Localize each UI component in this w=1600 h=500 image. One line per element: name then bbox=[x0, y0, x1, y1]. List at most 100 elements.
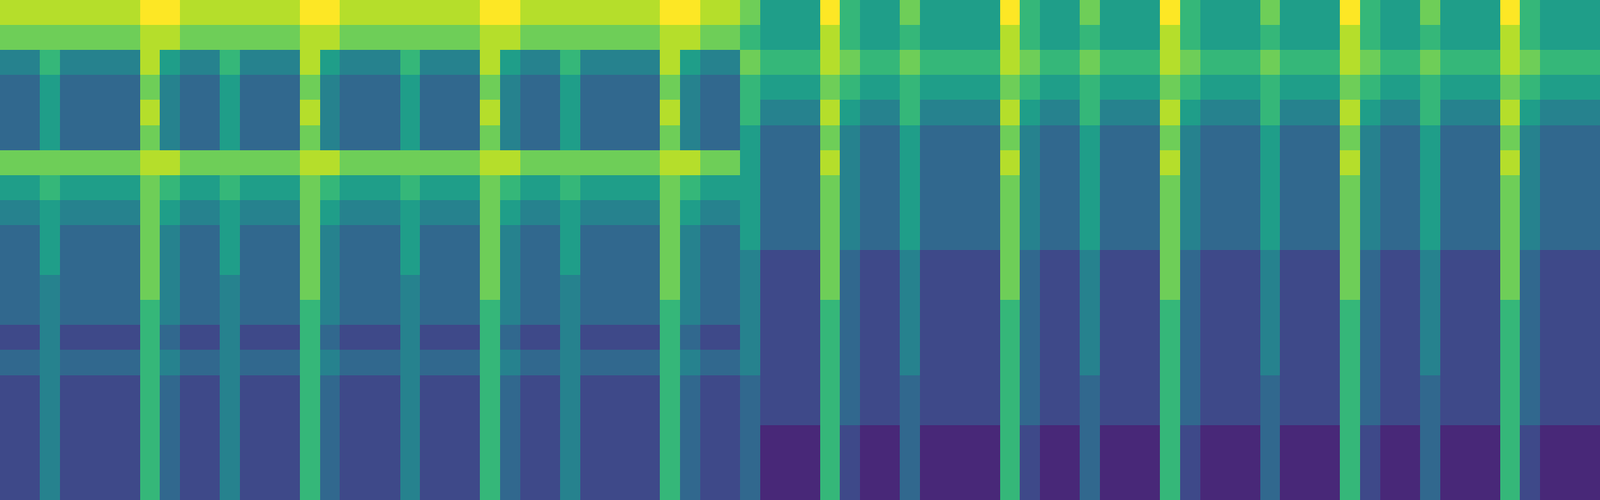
heatmap-cell bbox=[620, 24, 641, 51]
heatmap-cell bbox=[1519, 400, 1541, 426]
heatmap-cell bbox=[839, 175, 860, 201]
heatmap-cell bbox=[1019, 49, 1040, 76]
heatmap-cell bbox=[239, 250, 261, 276]
heatmap-cell bbox=[1079, 324, 1100, 351]
heatmap-cell bbox=[1019, 0, 1040, 26]
heatmap-cell bbox=[260, 425, 281, 451]
heatmap-cell bbox=[1320, 200, 1341, 226]
heatmap-cell bbox=[1500, 99, 1521, 126]
heatmap-cell bbox=[1099, 400, 1121, 426]
heatmap-cell bbox=[520, 0, 541, 26]
heatmap-cell bbox=[1440, 450, 1461, 476]
heatmap-cell bbox=[1300, 99, 1321, 126]
heatmap-cell bbox=[1560, 450, 1581, 476]
heatmap-cell bbox=[299, 475, 321, 500]
heatmap-cell bbox=[39, 49, 60, 76]
heatmap-cell bbox=[1279, 475, 1301, 500]
heatmap-cell bbox=[119, 150, 141, 176]
heatmap-cell bbox=[99, 274, 120, 301]
heatmap-cell bbox=[919, 175, 941, 201]
heatmap-cell bbox=[1219, 0, 1241, 26]
heatmap-cell bbox=[1019, 175, 1040, 201]
heatmap-cell bbox=[1060, 225, 1081, 251]
heatmap-cell bbox=[179, 425, 201, 451]
heatmap-cell bbox=[520, 349, 541, 376]
heatmap-cell bbox=[460, 225, 481, 251]
heatmap-cell bbox=[1380, 200, 1401, 226]
heatmap-cell bbox=[500, 175, 521, 201]
heatmap-cell bbox=[1260, 274, 1281, 301]
heatmap-cell bbox=[539, 450, 561, 476]
heatmap-cell bbox=[1219, 150, 1241, 176]
heatmap-cell bbox=[1459, 74, 1481, 101]
heatmap-cell bbox=[200, 175, 221, 201]
heatmap-cell bbox=[760, 175, 781, 201]
heatmap-cell bbox=[59, 400, 81, 426]
heatmap-cell bbox=[1260, 74, 1281, 101]
heatmap-cell bbox=[520, 250, 541, 276]
heatmap-cell bbox=[599, 349, 621, 376]
heatmap-cell bbox=[760, 250, 781, 276]
heatmap-cell bbox=[159, 200, 180, 226]
heatmap-cell bbox=[339, 49, 360, 76]
heatmap-cell bbox=[1159, 375, 1181, 402]
heatmap-cell bbox=[899, 475, 920, 500]
heatmap-cell bbox=[520, 200, 541, 226]
heatmap-cell bbox=[1399, 450, 1421, 476]
heatmap-cell bbox=[440, 24, 461, 51]
heatmap-cell bbox=[59, 274, 81, 301]
heatmap-cell bbox=[659, 49, 681, 76]
heatmap-cell bbox=[59, 175, 81, 201]
heatmap-cell bbox=[99, 475, 120, 500]
heatmap-cell bbox=[1060, 375, 1081, 402]
heatmap-cell bbox=[1579, 74, 1600, 101]
heatmap-cell bbox=[560, 49, 581, 76]
heatmap-cell bbox=[1320, 49, 1341, 76]
heatmap-cell bbox=[640, 250, 661, 276]
heatmap-cell bbox=[940, 49, 961, 76]
heatmap-cell bbox=[1000, 49, 1021, 76]
heatmap-cell bbox=[1579, 175, 1600, 201]
heatmap-cell bbox=[80, 225, 101, 251]
heatmap-cell bbox=[140, 475, 161, 500]
heatmap-cell bbox=[800, 24, 821, 51]
heatmap-cell bbox=[1039, 299, 1061, 326]
heatmap-cell bbox=[460, 74, 481, 101]
heatmap-cell bbox=[1279, 175, 1301, 201]
heatmap-cell bbox=[839, 375, 860, 402]
heatmap-cell bbox=[299, 0, 321, 26]
heatmap-cell bbox=[20, 299, 41, 326]
heatmap-cell bbox=[500, 225, 521, 251]
heatmap-cell bbox=[320, 0, 341, 26]
heatmap-cell bbox=[1519, 175, 1541, 201]
heatmap-cell bbox=[1120, 125, 1141, 151]
heatmap-cell bbox=[1000, 450, 1021, 476]
heatmap-cell bbox=[580, 349, 601, 376]
heatmap-cell bbox=[880, 49, 901, 76]
heatmap-cell bbox=[479, 99, 501, 126]
heatmap-cell bbox=[239, 150, 261, 176]
heatmap-cell bbox=[400, 24, 421, 51]
heatmap-cell bbox=[1120, 375, 1141, 402]
heatmap-cell bbox=[200, 250, 221, 276]
heatmap-cell bbox=[1099, 200, 1121, 226]
heatmap-cell bbox=[779, 225, 800, 251]
heatmap-cell bbox=[1480, 324, 1501, 351]
heatmap-cell bbox=[1120, 225, 1141, 251]
heatmap-cell bbox=[59, 150, 81, 176]
heatmap-cell bbox=[599, 0, 621, 26]
heatmap-cell bbox=[1440, 150, 1461, 176]
heatmap-cell bbox=[520, 375, 541, 402]
heatmap-cell bbox=[1200, 324, 1221, 351]
heatmap-cell bbox=[1060, 49, 1081, 76]
heatmap-cell bbox=[1019, 74, 1040, 101]
heatmap-cell bbox=[200, 425, 221, 451]
heatmap-cell bbox=[1560, 49, 1581, 76]
heatmap-cell bbox=[940, 175, 961, 201]
heatmap-cell bbox=[1540, 99, 1561, 126]
heatmap-cell bbox=[140, 74, 161, 101]
heatmap-cell bbox=[359, 299, 381, 326]
heatmap-cell bbox=[1279, 299, 1301, 326]
heatmap-cell bbox=[1079, 99, 1100, 126]
heatmap-cell bbox=[460, 299, 481, 326]
